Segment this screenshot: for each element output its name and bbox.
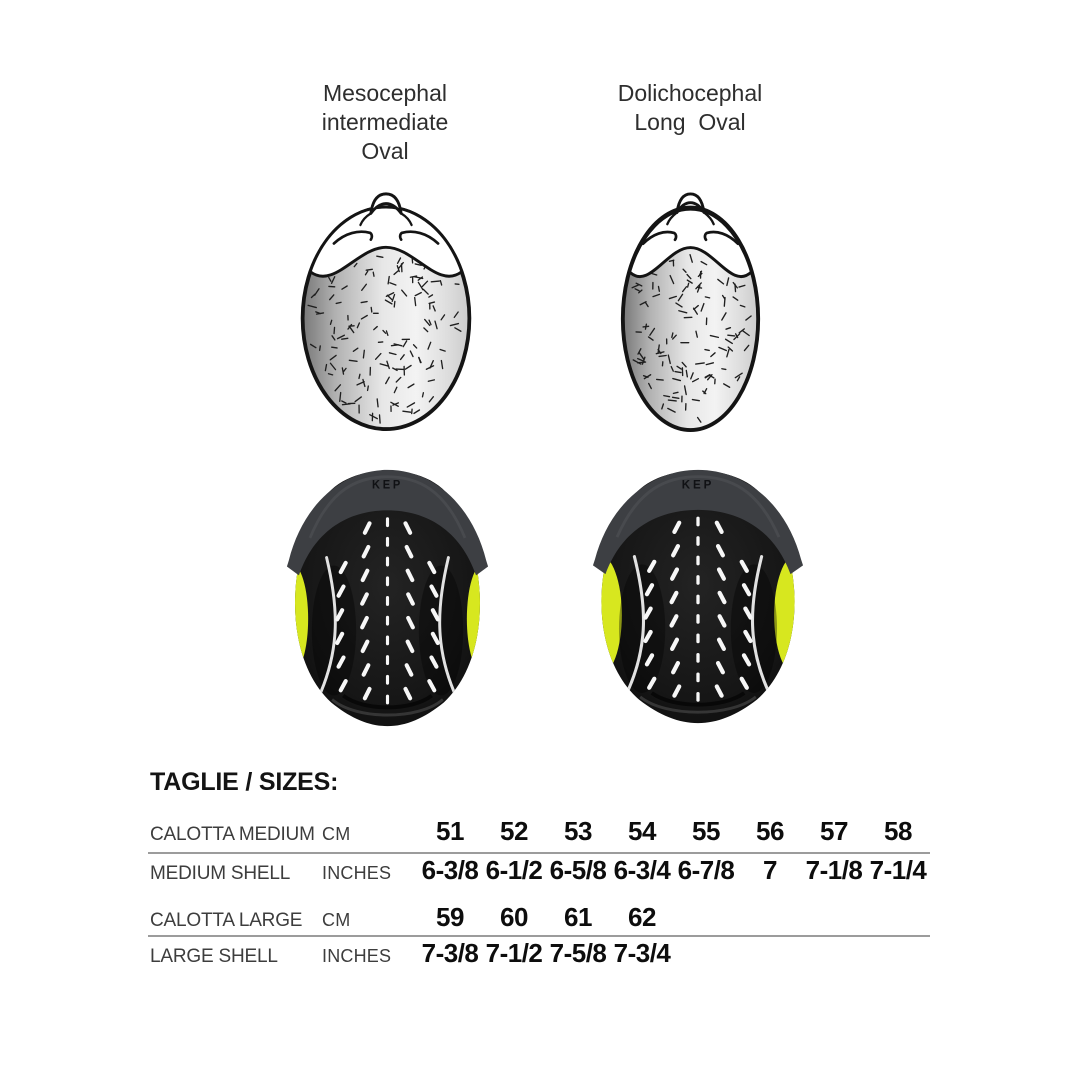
size-value: 7-1/2 (485, 938, 543, 968)
table-rule (148, 852, 930, 854)
size-value: 61 (564, 902, 592, 932)
column-title-line: Mesocephal (322, 80, 448, 106)
size-value: 6-5/8 (549, 855, 607, 885)
size-value: 51 (436, 816, 464, 846)
size-value: 57 (820, 816, 848, 846)
size-value: 55 (692, 816, 720, 846)
brand-logo-text: KEP (682, 478, 714, 491)
row-label: CALOTTA LARGE (150, 910, 303, 931)
table-row: MEDIUM SHELL INCHES 6-3/8 6-1/2 6-5/8 6-3/4 6-… (150, 855, 940, 886)
helmet-liner-long-oval: KEP (592, 465, 804, 730)
size-value: 56 (756, 816, 784, 846)
size-value: 6-3/4 (613, 855, 671, 885)
column-title-line: Oval (361, 138, 409, 164)
helmet-liner-intermediate-oval: KEP (286, 465, 489, 733)
row-label: LARGE SHELL (150, 946, 278, 967)
table-row: CALOTTA LARGE CM 59 60 61 62 (150, 902, 940, 933)
size-value: 58 (884, 816, 912, 846)
size-value: 7-1/4 (869, 855, 927, 885)
size-value: 7 (763, 855, 777, 885)
size-value: 54 (628, 816, 656, 846)
size-value: 6-1/2 (485, 855, 543, 885)
column-title-line: Long Oval (634, 109, 746, 135)
sizes-title: TAGLIE / SIZES: (150, 768, 339, 796)
row-unit: INCHES (322, 946, 392, 966)
row-label: MEDIUM SHELL (150, 863, 291, 884)
brand-logo-text: KEP (372, 479, 403, 491)
row-unit: CM (322, 910, 351, 930)
size-value: 53 (564, 816, 592, 846)
size-value: 60 (500, 902, 528, 932)
size-value: 62 (628, 902, 656, 932)
size-value: 6-3/8 (421, 855, 479, 885)
table-row: CALOTTA MEDIUM CM 51 52 53 54 55 56 57 58 (150, 816, 940, 847)
size-value: 7-3/8 (421, 938, 479, 968)
size-value: 6-7/8 (677, 855, 735, 885)
head-top-view-long-oval (618, 190, 763, 434)
size-value: 7-1/8 (805, 855, 863, 885)
column-title-intermediate-oval: Mesocephal intermediate Oval (270, 79, 500, 166)
table-rule (148, 935, 930, 937)
column-title-line: intermediate (321, 109, 449, 135)
size-value: 7-5/8 (549, 938, 607, 968)
size-value: 52 (500, 816, 528, 846)
head-top-view-intermediate-oval (296, 190, 476, 433)
size-value: 7-3/4 (613, 938, 671, 968)
table-row: LARGE SHELL INCHES 7-3/8 7-1/2 7-5/8 7-3/4 (150, 938, 940, 969)
row-label: CALOTTA MEDIUM (150, 824, 315, 845)
column-title-line: Dolichocephal (617, 80, 763, 106)
size-value: 59 (436, 902, 464, 932)
column-title-long-oval: Dolichocephal Long Oval (575, 79, 805, 137)
row-unit: CM (322, 824, 351, 844)
row-unit: INCHES (322, 863, 392, 883)
